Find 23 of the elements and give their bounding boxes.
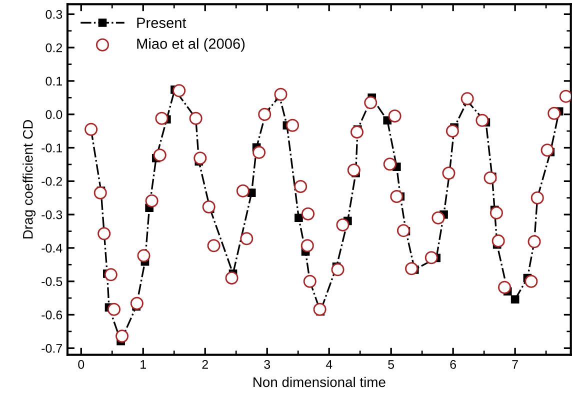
- x-tick-label: 2: [202, 360, 208, 369]
- legend-label: Present: [137, 18, 186, 28]
- y-tick-label: 0.0: [46, 110, 62, 120]
- legend-label: Miao et al (2006): [137, 38, 245, 52]
- x-tick-label: 6: [450, 360, 456, 369]
- x-tick-label: 7: [512, 360, 518, 369]
- y-tick-label: -0.6: [42, 310, 62, 320]
- y-tick-label: -0.4: [42, 244, 62, 253]
- y-tick-label: -0.2: [42, 176, 62, 186]
- x-tick-label: 4: [326, 360, 332, 369]
- y-tick-label: -0.7: [42, 344, 62, 353]
- x-tick-label: 5: [388, 360, 394, 369]
- y-tick-label: 0.1: [46, 76, 62, 86]
- x-tick-label: 1: [140, 360, 146, 369]
- x-tick-label: 0: [78, 360, 84, 369]
- y-tick-label: -0.5: [42, 277, 62, 286]
- y-axis-title: Drag coefficient CD: [22, 120, 36, 238]
- y-tick-label: 0.3: [46, 10, 62, 19]
- x-tick-label: 3: [264, 360, 270, 369]
- y-tick-label: 0.2: [46, 43, 62, 52]
- y-tick-label: -0.1: [42, 144, 62, 152]
- x-axis-title: Non dimensional time: [254, 376, 386, 388]
- y-tick-label: -0.3: [42, 210, 62, 220]
